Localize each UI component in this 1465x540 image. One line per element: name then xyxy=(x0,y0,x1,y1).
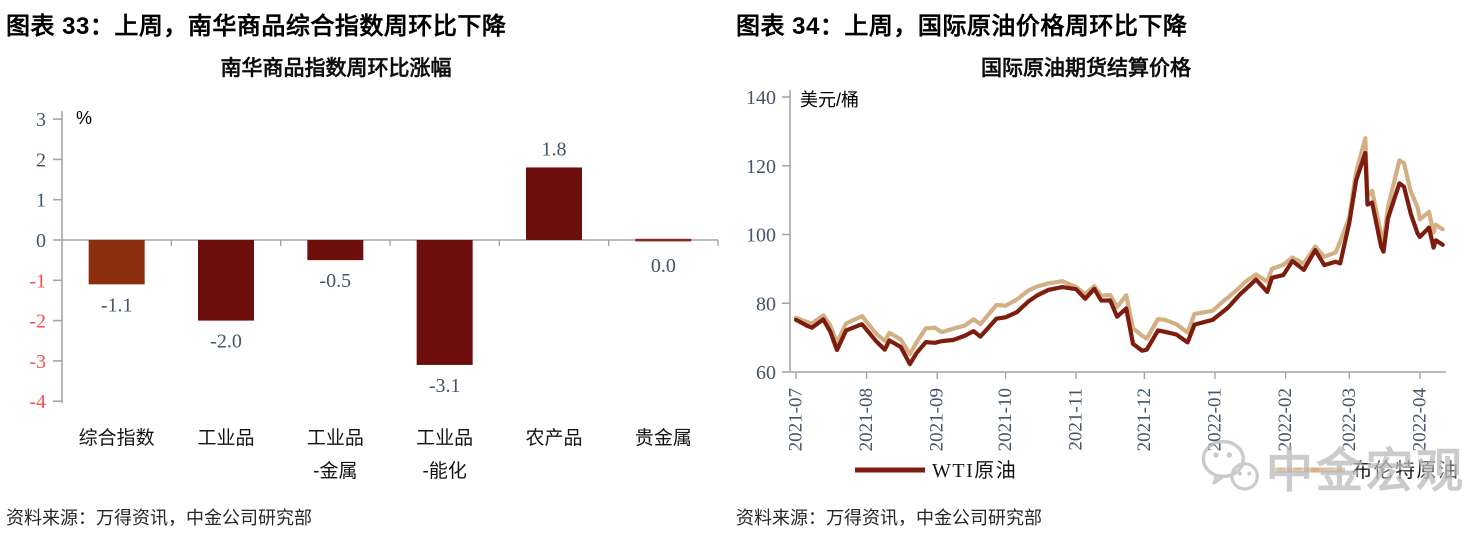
category-label: -能化 xyxy=(423,460,467,482)
x-tick-label: 2021-11 xyxy=(1066,388,1087,451)
y-tick-label: 1 xyxy=(36,190,46,212)
category-label: 综合指数 xyxy=(79,427,155,449)
category-label: 农产品 xyxy=(525,427,582,449)
y-tick-label: -4 xyxy=(29,391,46,413)
y-tick-label: -2 xyxy=(29,311,46,333)
y-tick-label: 60 xyxy=(756,362,776,384)
x-tick-label: 2022-03 xyxy=(1339,388,1360,451)
x-tick-label: 2021-09 xyxy=(927,388,948,451)
bar-value-label: -1.1 xyxy=(101,294,133,316)
bar xyxy=(88,240,145,285)
bar-value-label: 0.0 xyxy=(651,255,676,277)
category-label: 贵金属 xyxy=(635,427,692,449)
bar xyxy=(198,240,254,321)
figure-34-header: 图表 34：上周，国际原油价格周环比下降 xyxy=(736,13,1188,40)
figure-34-source: 资料来源：万得资讯，中金公司研究部 xyxy=(736,508,1042,528)
y-tick-label: 120 xyxy=(746,156,776,178)
figure-34-chart-title: 国际原油期货结算价格 xyxy=(981,57,1191,80)
panel-figure-34: 图表 34：上周，国际原油价格周环比下降 国际原油期货结算价格 140 120 10… xyxy=(730,0,1465,540)
x-tick-label: 2021-08 xyxy=(856,388,877,451)
x-tick-label: 2021-10 xyxy=(995,388,1016,451)
series-line xyxy=(793,150,1445,367)
y-tick-label: 140 xyxy=(746,87,776,109)
y-tick-label: 80 xyxy=(756,293,776,315)
category-label: -金属 xyxy=(313,460,357,482)
bar-value-label: -2.0 xyxy=(210,331,242,353)
y-tick-label: -3 xyxy=(29,351,46,373)
bar-value-label: 1.8 xyxy=(542,138,567,160)
line-axis-unit-label: 美元/桶 xyxy=(800,90,859,110)
bar-value-label: -0.5 xyxy=(319,270,351,292)
x-tick-label: 2022-04 xyxy=(1409,388,1430,452)
category-label: 工业品 xyxy=(197,427,254,449)
x-tick-label: 2021-07 xyxy=(786,388,807,451)
line-chart: 140 120 100 80 60 美元/桶 2021-07 2021-08 2021-09 20… xyxy=(746,87,1460,482)
y-tick-label: 100 xyxy=(746,225,776,247)
bar-axis-unit-label: % xyxy=(76,108,92,128)
figure-33-header: 图表 33：上周，南华商品综合指数周环比下降 xyxy=(6,13,507,40)
x-tick-label: 2022-01 xyxy=(1204,388,1225,451)
bar xyxy=(307,240,364,261)
y-tick-label: 0 xyxy=(36,230,46,252)
x-tick-label: 2021-12 xyxy=(1134,388,1155,451)
bar xyxy=(635,238,692,242)
legend-label: WTI原油 xyxy=(932,459,1017,482)
series-line xyxy=(793,136,1445,357)
legend-label: 布伦特原油 xyxy=(1352,459,1460,482)
bar-value-label: -3.1 xyxy=(429,375,461,397)
panel-figure-33: 图表 33：上周，南华商品综合指数周环比下降 南华商品指数周环比涨幅 3 2 1 0 -… xyxy=(0,0,730,540)
figure-33-chart-title: 南华商品指数周环比涨幅 xyxy=(220,57,452,80)
bar xyxy=(416,240,473,365)
category-label: 工业品 xyxy=(416,427,473,449)
y-tick-label: 3 xyxy=(36,109,46,131)
y-tick-label: 2 xyxy=(36,149,46,171)
figure-33-source: 资料来源：万得资讯，中金公司研究部 xyxy=(6,508,312,528)
y-tick-label: -1 xyxy=(29,270,46,292)
category-label: 工业品 xyxy=(307,427,364,449)
bar xyxy=(526,167,582,240)
x-tick-label: 2022-02 xyxy=(1275,388,1296,451)
bar-chart: 3 2 1 0 -1 -2 -3 -4% -1.1 综合指数 -2.0 工业品 -0.5 工业品 -金属 -3… xyxy=(29,108,719,482)
